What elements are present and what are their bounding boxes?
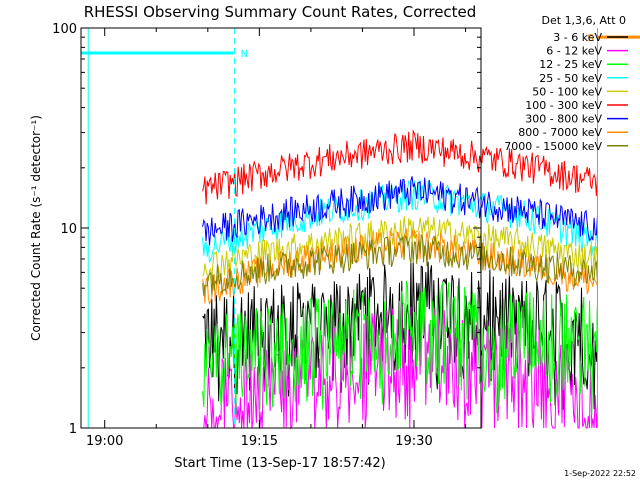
- series-line-4-0: [202, 216, 598, 281]
- legend-label: 7000 - 15000 keV: [504, 140, 602, 153]
- series-layer: [202, 129, 598, 430]
- series-300-800keV: [202, 176, 598, 246]
- series-12-25keV: [202, 281, 598, 415]
- series-6-12keV: [202, 302, 598, 430]
- y-axis-label: Corrected Count Rate (s⁻¹ detector⁻¹): [29, 115, 43, 341]
- y-tick-label: 100: [52, 22, 77, 37]
- x-tick-label: 19:00: [86, 434, 123, 449]
- legend-label: 6 - 12 keV: [546, 45, 602, 58]
- chart-title: RHESSI Observing Summary Count Rates, Co…: [84, 3, 477, 21]
- date-stamp: 1-Sep-2022 22:52: [564, 469, 636, 478]
- series-100-300keV: [202, 129, 598, 205]
- series-line-1-0: [202, 302, 598, 430]
- legend-label: 300 - 800 keV: [525, 113, 602, 126]
- series-line-6-0: [202, 176, 598, 246]
- x-axis-label: Start Time (13-Sep-17 18:57:42): [174, 456, 385, 471]
- series-7000-15000keV: [202, 233, 598, 296]
- series-line-8-0: [202, 233, 598, 296]
- legend-label: 25 - 50 keV: [539, 72, 602, 85]
- legend-label: 3 - 6 keV: [553, 31, 602, 44]
- legend-label: 800 - 7000 keV: [518, 126, 602, 139]
- night-label: N: [241, 49, 248, 60]
- series-50-100keV: [202, 216, 598, 281]
- legend-label: 100 - 300 keV: [525, 99, 602, 112]
- x-tick-label: 19:15: [241, 434, 278, 449]
- legend-header: Det 1,3,6, Att 0: [542, 14, 626, 27]
- series-line-5-0: [202, 129, 598, 205]
- y-tick-label: 1: [69, 422, 77, 437]
- legend-label: 12 - 25 keV: [539, 58, 602, 71]
- x-tick-label: 19:30: [395, 434, 432, 449]
- series-line-2-0: [202, 281, 598, 415]
- axes-layer: 19:00 19:15 19:30 1 10 100: [52, 22, 482, 449]
- saa-label: S: [587, 33, 593, 44]
- legend-label: 50 - 100 keV: [532, 85, 602, 98]
- y-tick-label: 10: [60, 222, 77, 237]
